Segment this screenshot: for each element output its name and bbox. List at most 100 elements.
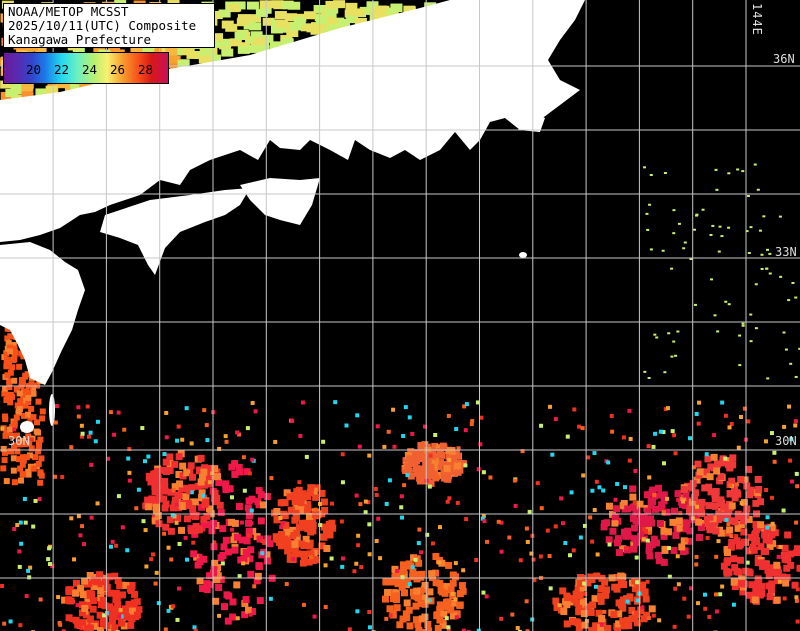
sst-pixel [445,472,453,480]
sst-pixel [190,550,198,558]
sst-pixel [179,462,187,470]
sst-pixel [299,559,307,567]
sst-pixel [2,413,9,420]
sst-pixel [170,604,175,609]
sst-pixel [583,592,588,597]
sst-pixel [175,617,180,622]
sst-pixel [745,515,753,523]
sst-pixel [371,8,384,17]
sst-pixel [10,86,23,95]
sst-pixel [297,480,302,485]
sst-pixel [304,525,312,533]
sst-pixel [23,454,30,461]
sst-pixel [31,524,36,529]
sst-pixel [227,4,240,13]
sst-pixel [635,582,643,590]
sst-pixel [347,627,352,631]
sst-pixel [677,222,681,225]
sst-pixel [187,527,195,535]
sst-pixel [443,465,451,473]
sst-pixel [579,597,587,605]
sst-pixel [795,484,800,489]
sst-pixel [705,502,713,510]
sst-pixel [202,408,207,413]
sst-pixel [507,535,512,540]
sst-pixel [246,1,259,10]
sst-pixel [741,324,745,327]
sst-pixel [69,618,74,623]
sst-pixel [193,526,201,534]
sst-pixel [449,454,457,462]
sst-pixel [610,610,618,618]
sst-pixel [175,438,180,443]
sst-pixel [189,441,194,446]
sst-pixel [345,2,358,11]
sst-pixel [762,215,766,218]
sst-pixel [563,594,571,602]
sst-pixel [248,612,253,617]
sst-pixel [415,571,423,579]
sst-pixel [179,472,187,480]
sst-pixel [35,88,48,97]
sst-pixel [620,622,628,630]
sst-pixel [640,605,645,610]
sst-pixel [720,562,728,570]
sst-pixel [646,615,651,620]
sst-pixel [646,444,651,449]
sst-pixel [141,519,146,524]
sst-pixel [14,432,21,439]
sst-pixel [304,454,309,459]
sst-pixel [795,587,800,592]
sst-pixel [217,613,222,618]
sst-pixel [19,461,26,468]
sst-pixel [222,536,230,544]
sst-pixel [102,613,107,618]
sst-pixel [171,483,179,491]
sst-pixel [255,8,268,17]
sst-pixel [225,23,238,32]
sst-pixel [461,568,466,573]
sst-pixel [672,232,676,235]
sst-pixel [499,549,504,554]
sst-pixel [1,390,8,397]
sst-pixel [114,601,122,609]
sst-pixel [72,557,77,562]
sst-pixel [794,296,798,299]
colorbar-tick: 22 [54,62,70,77]
sst-pixel [660,527,668,535]
sst-pixel [128,615,136,623]
sst-pixel [752,526,760,534]
sst-pixel [791,581,799,589]
sst-pixel [318,523,323,528]
sst-pixel [0,465,7,472]
sst-pixel [664,528,672,536]
sst-pixel [593,627,601,631]
sst-pixel [749,340,753,343]
sst-pixel [367,552,372,557]
sst-pixel [2,621,7,626]
sst-pixel [291,540,299,548]
sst-pixel [177,541,182,546]
sst-pixel [590,539,595,544]
sst-pixel [597,624,605,631]
sst-pixel [642,166,646,169]
sst-pixel [217,446,222,451]
sst-pixel [154,570,159,575]
sst-pixel [235,430,240,435]
sst-pixel [545,528,550,533]
sst-pixel [257,491,265,499]
sst-pixel [602,628,610,631]
sst-pixel [669,518,677,526]
sst-pixel [719,455,727,463]
sst-pixel [749,226,753,229]
sst-pixel [204,423,209,428]
sst-pixel [374,492,379,497]
land-kyushu [0,242,85,385]
sst-pixel [417,442,425,450]
sst-pixel [754,283,758,286]
sst-pixel [20,457,27,464]
sst-pixel [619,502,627,510]
sst-pixel [436,601,444,609]
sst-pixel [436,560,441,565]
sst-pixel [10,467,17,474]
